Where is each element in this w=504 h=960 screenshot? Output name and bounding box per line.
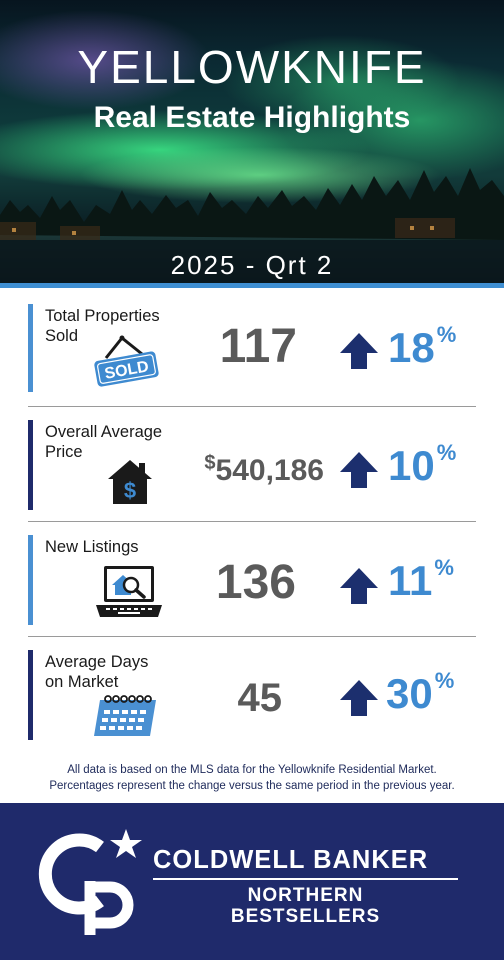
- brand-name: COLDWELL BANKER: [153, 846, 429, 874]
- office-line2: BESTSELLERS: [230, 906, 381, 927]
- sold-sign-icon: SOLD: [94, 335, 159, 387]
- stat-value: $540,186: [170, 452, 324, 488]
- stat-label: New Listings: [45, 537, 139, 557]
- value-number: 136: [215, 556, 296, 609]
- svg-text:$: $: [124, 478, 136, 503]
- accent-bar: [28, 420, 33, 510]
- data-disclaimer: All data is based on the MLS data for th…: [0, 762, 504, 794]
- change-unit: %: [434, 555, 454, 580]
- aurora-forest-image: [0, 10, 504, 283]
- stat-label-line2: Sold: [45, 327, 79, 345]
- change-unit: %: [436, 322, 457, 347]
- change-percent: 11%: [388, 555, 454, 605]
- change-percent: 30%: [386, 668, 455, 718]
- row-divider: [28, 636, 476, 637]
- stat-label: Total Properties Sold: [45, 306, 160, 346]
- value-number: 117: [219, 320, 297, 373]
- change-unit: %: [436, 440, 457, 465]
- value-number: 540,186: [215, 454, 324, 487]
- stat-value: 117: [185, 319, 297, 374]
- accent-bar: [28, 535, 33, 625]
- change-percent: 10%: [388, 440, 457, 490]
- report-subtitle: Real Estate Highlights: [93, 101, 411, 134]
- stat-label-line2: on Market: [45, 673, 119, 691]
- up-arrow-icon: [340, 680, 378, 716]
- office-line1: NORTHERN: [247, 885, 364, 906]
- stat-row-days-on-market: Average Days on Market 45 30%: [0, 650, 504, 760]
- disclaimer-line2: Percentages represent the change versus …: [49, 780, 455, 792]
- stat-label-line1: Overall Average: [45, 423, 163, 441]
- hero-banner: YELLOWKNIFE Real Estate Highlights 2025 …: [0, 0, 504, 283]
- change-percent: 18%: [388, 322, 457, 372]
- row-divider: [28, 406, 476, 407]
- change-value: 30: [386, 670, 433, 717]
- up-arrow-icon: [340, 333, 378, 369]
- stat-value: 45: [200, 676, 283, 721]
- coldwell-banker-logo-icon: [38, 829, 142, 935]
- row-divider: [28, 521, 476, 522]
- change-value: 18: [388, 324, 435, 371]
- house-dollar-icon: $: [108, 460, 152, 504]
- accent-bar: [28, 650, 33, 740]
- change-value: 10: [388, 442, 435, 489]
- value-prefix: $: [204, 452, 216, 474]
- office-name: NORTHERN BESTSELLERS: [153, 885, 458, 927]
- stat-label: Overall Average Price: [45, 422, 162, 462]
- change-value: 11: [388, 557, 433, 604]
- city-title: YELLOWKNIFE: [77, 41, 427, 93]
- accent-bar: [28, 304, 33, 392]
- change-unit: %: [434, 668, 455, 693]
- stat-row-new-listings: New Listings 136 11%: [0, 535, 504, 645]
- period-label: 2025 - Qrt 2: [170, 250, 334, 280]
- laptop-house-search-icon: [96, 566, 162, 617]
- up-arrow-icon: [340, 568, 378, 604]
- brand-rule: [153, 878, 458, 880]
- calendar-icon: [94, 695, 156, 736]
- brand-footer: COLDWELL BANKER NORTHERN BESTSELLERS: [0, 803, 504, 960]
- stat-label-line2: Price: [45, 443, 83, 461]
- disclaimer-line1: All data is based on the MLS data for th…: [67, 764, 437, 776]
- stat-label: Average Days on Market: [45, 652, 148, 692]
- stat-value: 136: [190, 555, 296, 610]
- accent-band: [0, 283, 504, 288]
- value-number: 45: [237, 676, 283, 720]
- stat-row-properties-sold: Total Properties Sold SOLD 117 18%: [0, 304, 504, 414]
- stat-row-average-price: Overall Average Price $ $540,186 10%: [0, 420, 504, 530]
- stat-label-line1: Average Days: [45, 653, 149, 671]
- stat-label-line1: Total Properties: [45, 307, 160, 325]
- stat-label-line1: New Listings: [45, 538, 139, 556]
- up-arrow-icon: [340, 452, 378, 488]
